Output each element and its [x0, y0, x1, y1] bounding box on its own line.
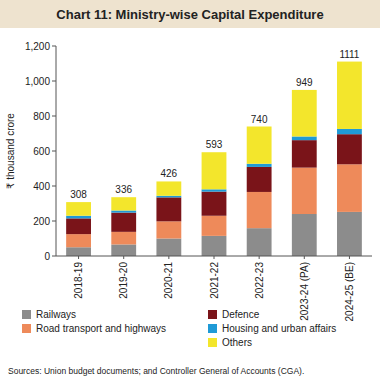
x-tick-label: 2022-23: [254, 262, 265, 299]
x-tick-label: 2018-19: [73, 262, 84, 299]
bars: [66, 62, 362, 256]
bar-segment: [292, 214, 317, 256]
bar-segment: [111, 244, 136, 256]
bar-segment: [202, 152, 227, 189]
legend-label: Housing and urban affairs: [222, 323, 336, 334]
x-axis: [56, 256, 372, 257]
bar-segment: [111, 213, 136, 232]
bar-segment: [66, 218, 91, 234]
title-band: [0, 0, 380, 28]
y-tick: [52, 186, 56, 187]
title: Chart 11: Ministry-wise Capital Expendit…: [56, 7, 323, 22]
total-label: 593: [206, 139, 223, 150]
total-label: 1111: [339, 49, 359, 60]
y-tick-label: 1,000: [25, 76, 50, 87]
bar-segment: [156, 239, 181, 257]
bar-segment: [337, 212, 362, 256]
bar-segment: [247, 127, 272, 164]
bar-segment: [156, 221, 181, 238]
bar-segment: [202, 189, 227, 191]
y-axis-label: ₹ thousand crore: [5, 113, 16, 189]
total-label: 949: [296, 77, 313, 88]
bar-segment: [111, 211, 136, 213]
y-tick-label: 800: [33, 111, 50, 122]
y-tick-label: 600: [33, 146, 50, 157]
bar-segment: [202, 236, 227, 256]
y-axis: [56, 46, 57, 256]
bar-segment: [66, 202, 91, 216]
bar-segment: [337, 129, 362, 134]
y-tick: [52, 151, 56, 152]
bar-segment: [247, 192, 272, 228]
bar-segment: [111, 197, 136, 210]
legend-label: Defence: [222, 309, 260, 320]
y-tick-label: 1,200: [25, 41, 50, 52]
y-tick: [52, 46, 56, 47]
legend-label: Road transport and highways: [36, 323, 166, 334]
bar-segment: [247, 167, 272, 192]
y-tick: [52, 116, 56, 117]
bar-segment: [247, 228, 272, 256]
legend-label: Others: [222, 337, 252, 348]
bar-segment: [292, 140, 317, 167]
bar-segment: [156, 181, 181, 195]
legend-swatch: [22, 310, 31, 319]
bar-segment: [337, 62, 362, 129]
y-tick-label: 400: [33, 181, 50, 192]
y-tick-label: 200: [33, 216, 50, 227]
bar-segment: [66, 234, 91, 247]
bar-segment: [337, 164, 362, 212]
y-tick: [52, 81, 56, 82]
legend-swatch: [208, 310, 217, 319]
y-tick-label: 0: [44, 251, 50, 262]
bar-segment: [66, 247, 91, 256]
y-tick: [52, 221, 56, 222]
y-tick: [52, 256, 56, 257]
total-label: 308: [70, 189, 87, 200]
bar-segment: [202, 216, 227, 236]
legend-swatch: [208, 338, 217, 347]
bar-segment: [292, 168, 317, 214]
bar-segment: [247, 164, 272, 167]
x-tick-label: 2023-24 (PA): [299, 262, 310, 321]
x-tick-label: 2020-21: [163, 262, 174, 299]
x-tick-label: 2021-22: [209, 262, 220, 299]
bar-segment: [202, 192, 227, 216]
x-tick-label: 2024-25 (BE): [344, 262, 355, 321]
bar-segment: [66, 216, 91, 219]
bar-segment: [292, 90, 317, 137]
bar-segment: [111, 232, 136, 245]
bar-segment: [292, 136, 317, 140]
chart: Chart 11: Ministry-wise Capital Expendit…: [0, 0, 380, 382]
legend-swatch: [22, 324, 31, 333]
bar-segment: [337, 134, 362, 164]
bar-segment: [156, 196, 181, 198]
source-note: Sources: Union budget documents; and Con…: [8, 366, 304, 376]
total-label: 740: [251, 114, 268, 125]
legend-swatch: [208, 324, 217, 333]
x-tick-label: 2019-20: [118, 262, 129, 299]
total-label: 336: [115, 184, 132, 195]
bar-segment: [156, 197, 181, 221]
legend-label: Railways: [36, 309, 76, 320]
total-label: 426: [161, 168, 178, 179]
